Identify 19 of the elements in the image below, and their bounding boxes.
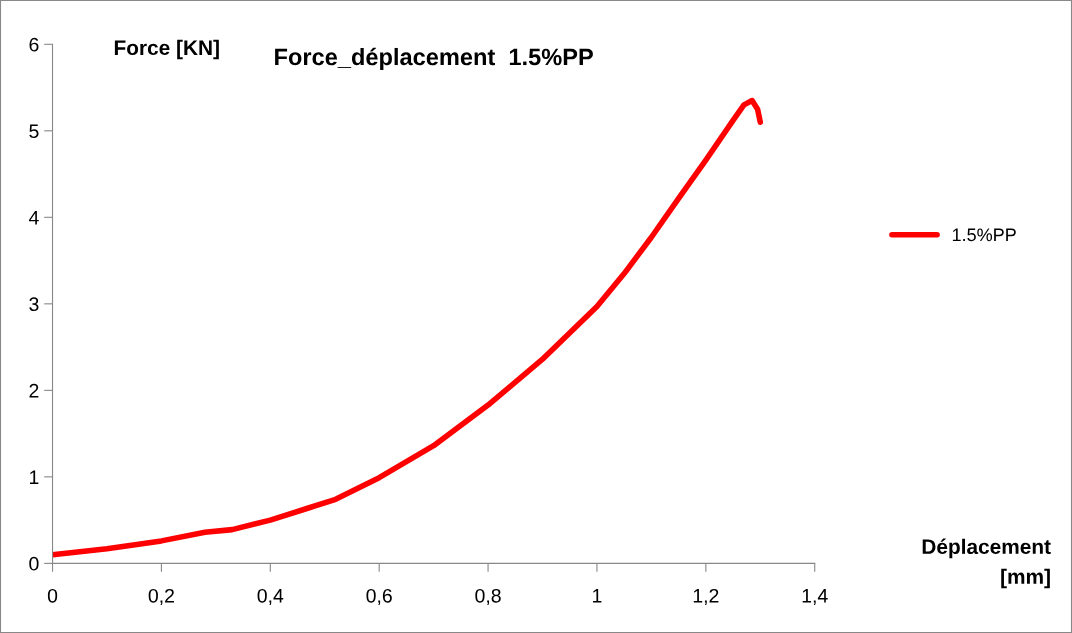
legend-label: 1.5%PP — [952, 228, 1016, 242]
x-tick-label: 1 — [593, 589, 602, 603]
x-tick-label: 1,4 — [802, 589, 828, 605]
chart-title: Force_déplacement 1.5%PP — [275, 47, 593, 70]
x-tick-label: 0,6 — [366, 588, 392, 605]
x-tick-label: 0,8 — [475, 588, 501, 605]
y-tick-label: 5 — [29, 124, 39, 139]
x-tick-label: 0,2 — [148, 588, 174, 605]
x-tick-label: 1,2 — [693, 588, 719, 605]
y-tick-label: 3 — [29, 297, 39, 312]
y-tick-label: 4 — [28, 211, 39, 225]
x-tick-label: 0 — [47, 588, 58, 603]
y-tick-label: 2 — [29, 383, 39, 398]
y-tick-label: 1 — [30, 470, 39, 484]
x-axis-title: Déplacement [mm] — [922, 538, 1051, 589]
y-tick-label: 6 — [29, 37, 39, 52]
y-tick-label: 0 — [29, 556, 39, 571]
x-tick-label: 0,4 — [257, 588, 284, 605]
y-axis-title: Force [KN] — [114, 39, 219, 60]
